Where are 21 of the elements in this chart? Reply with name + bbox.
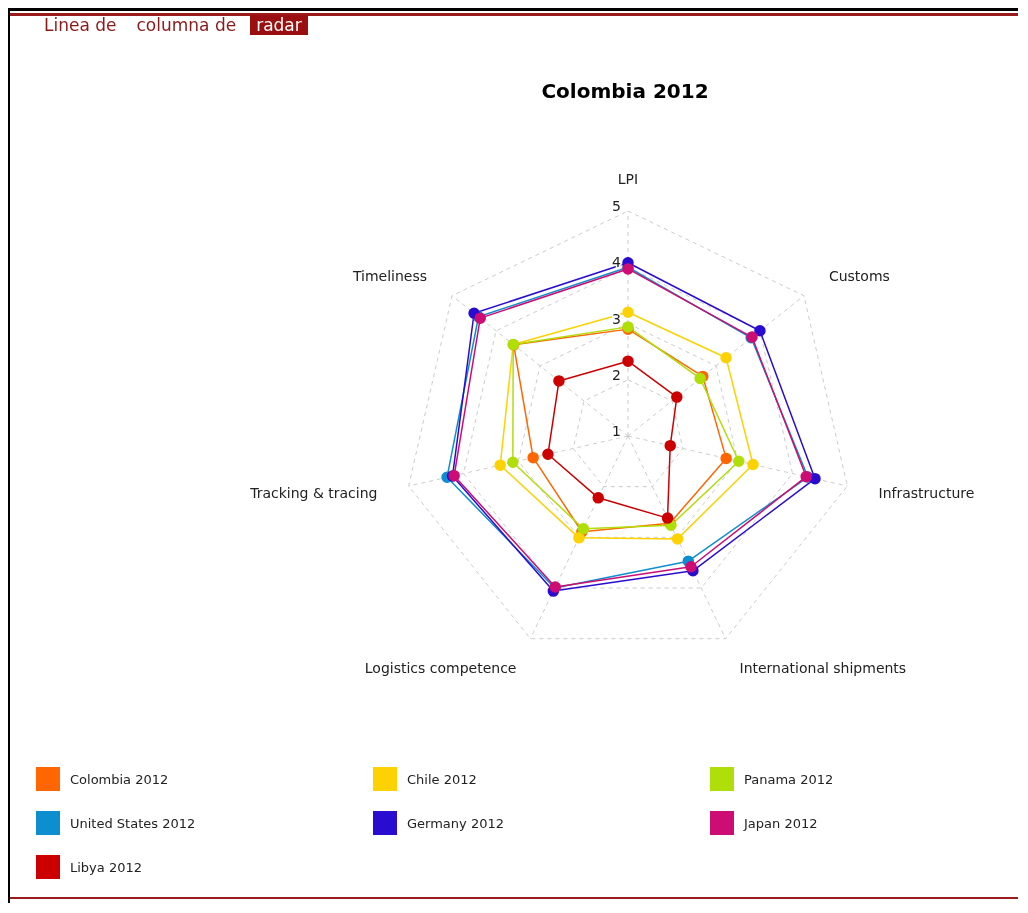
spoke-label: Infrastructure [878, 485, 975, 502]
legend-label: Germany 2012 [407, 815, 504, 831]
text: Linea de [43, 15, 118, 35]
text: columna de [135, 15, 238, 35]
text: radar [250, 15, 308, 35]
y-tick-label: 2 [612, 366, 621, 383]
legend-label: Japan 2012 [744, 815, 818, 831]
chart-title: Colombia 2012 [540, 79, 710, 103]
spoke-label: Customs [828, 267, 890, 284]
y-tick-label: 1 [612, 423, 621, 439]
spoke-label: Timeliness [351, 267, 428, 284]
legend-label: Chile 2012 [407, 771, 477, 787]
legend-label: Panama 2012 [744, 771, 834, 787]
legend-label: United States 2012 [70, 815, 196, 831]
spoke-label: LPI [617, 171, 639, 187]
legend-label: Libya 2012 [70, 859, 142, 875]
legend-label: Colombia 2012 [70, 771, 169, 787]
spoke-label: Tracking & tracing [249, 485, 378, 502]
spoke-label: Logistics competence [364, 659, 517, 676]
spoke-label: International shipments [739, 659, 907, 676]
y-tick-label: 5 [612, 198, 621, 214]
